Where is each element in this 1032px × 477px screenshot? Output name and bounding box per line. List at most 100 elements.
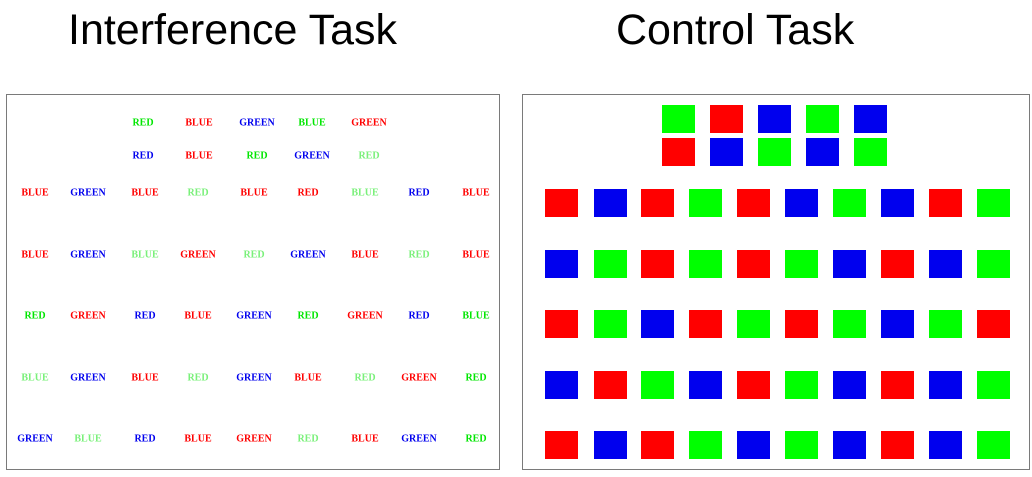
color-square-r5-c7: [881, 371, 914, 399]
stroop-word-r4-c1: GREEN: [70, 310, 106, 322]
color-square-r4-c3: [689, 310, 722, 338]
stroop-word-r3-c4: RED: [243, 249, 265, 261]
stroop-word-r4-c3: BLUE: [184, 310, 212, 322]
stroop-word-r3-c1: GREEN: [70, 249, 106, 261]
color-square-r3-c2: [641, 250, 674, 278]
color-square-r1-c3: [806, 138, 839, 166]
color-square-r0-c4: [854, 105, 887, 133]
color-square-r1-c0: [662, 138, 695, 166]
color-square-r5-c0: [545, 371, 578, 399]
color-square-r4-c2: [641, 310, 674, 338]
color-square-r3-c3: [689, 250, 722, 278]
color-square-r3-c6: [833, 250, 866, 278]
color-square-r5-c1: [594, 371, 627, 399]
color-square-r0-c1: [710, 105, 743, 133]
color-square-r2-c4: [737, 189, 770, 217]
stroop-word-r1-c3: GREEN: [294, 150, 330, 162]
stroop-word-r5-c1: GREEN: [70, 372, 106, 384]
color-square-r4-c8: [929, 310, 962, 338]
color-square-r3-c0: [545, 250, 578, 278]
color-square-r2-c3: [689, 189, 722, 217]
color-square-r5-c8: [929, 371, 962, 399]
interference-task-panel: RED BLUE GREEN BLUE GREEN RED BLUE RED GREEN RED B…: [6, 94, 500, 470]
color-square-r2-c2: [641, 189, 674, 217]
stroop-word-r1-c0: RED: [132, 150, 154, 162]
stroop-word-r2-c6: BLUE: [351, 187, 379, 199]
color-square-r1-c4: [854, 138, 887, 166]
stroop-word-r2-c8: BLUE: [462, 187, 490, 199]
stroop-word-r5-c3: RED: [187, 372, 209, 384]
color-square-r4-c9: [977, 310, 1010, 338]
stroop-word-r4-c5: RED: [297, 310, 319, 322]
color-square-r3-c7: [881, 250, 914, 278]
color-square-r6-c4: [737, 431, 770, 459]
stroop-word-r4-c4: GREEN: [236, 310, 272, 322]
color-square-r6-c8: [929, 431, 962, 459]
stroop-word-r6-c5: RED: [297, 433, 319, 445]
color-square-r4-c5: [785, 310, 818, 338]
color-square-r6-c6: [833, 431, 866, 459]
stroop-word-r1-c4: RED: [358, 150, 380, 162]
stroop-word-r4-c0: RED: [24, 310, 46, 322]
color-square-r2-c8: [929, 189, 962, 217]
stroop-word-r2-c7: RED: [408, 187, 430, 199]
color-square-r2-c1: [594, 189, 627, 217]
stroop-word-r3-c2: BLUE: [131, 249, 159, 261]
color-square-r6-c2: [641, 431, 674, 459]
color-square-r5-c5: [785, 371, 818, 399]
color-square-r2-c6: [833, 189, 866, 217]
stroop-word-r5-c8: RED: [465, 372, 487, 384]
stroop-word-r6-c8: RED: [465, 433, 487, 445]
stroop-word-r3-c7: RED: [408, 249, 430, 261]
color-square-r2-c0: [545, 189, 578, 217]
stroop-word-r6-c2: RED: [134, 433, 156, 445]
stroop-word-r5-c4: GREEN: [236, 372, 272, 384]
color-square-r4-c4: [737, 310, 770, 338]
stroop-word-r3-c6: BLUE: [351, 249, 379, 261]
stroop-word-r3-c0: BLUE: [21, 249, 49, 261]
color-square-r4-c7: [881, 310, 914, 338]
stroop-word-r6-c6: BLUE: [351, 433, 379, 445]
color-square-r6-c0: [545, 431, 578, 459]
color-square-r0-c2: [758, 105, 791, 133]
stroop-word-r0-c3: BLUE: [298, 117, 326, 129]
color-square-r5-c6: [833, 371, 866, 399]
interference-task-title: Interference Task: [68, 6, 398, 54]
stroop-word-r4-c2: RED: [134, 310, 156, 322]
stroop-word-r2-c4: BLUE: [240, 187, 268, 199]
color-square-r6-c5: [785, 431, 818, 459]
stroop-word-r3-c8: BLUE: [462, 249, 490, 261]
stroop-word-r3-c5: GREEN: [290, 249, 326, 261]
color-square-r6-c9: [977, 431, 1010, 459]
color-square-r6-c1: [594, 431, 627, 459]
stroop-word-r6-c4: GREEN: [236, 433, 272, 445]
control-task-panel: [522, 94, 1030, 470]
stroop-word-r5-c6: RED: [354, 372, 376, 384]
color-square-r5-c4: [737, 371, 770, 399]
color-square-r1-c2: [758, 138, 791, 166]
stroop-word-r5-c5: BLUE: [294, 372, 322, 384]
control-task-title: Control Task: [616, 6, 855, 54]
stroop-word-r2-c5: RED: [297, 187, 319, 199]
color-square-r1-c1: [710, 138, 743, 166]
stroop-word-r3-c3: GREEN: [180, 249, 216, 261]
color-square-r3-c4: [737, 250, 770, 278]
stroop-word-r5-c7: GREEN: [401, 372, 437, 384]
color-square-r4-c0: [545, 310, 578, 338]
color-square-r5-c3: [689, 371, 722, 399]
stroop-word-r1-c2: RED: [246, 150, 268, 162]
stroop-word-r2-c3: RED: [187, 187, 209, 199]
stroop-word-r4-c6: GREEN: [347, 310, 383, 322]
color-square-r4-c6: [833, 310, 866, 338]
color-square-r6-c7: [881, 431, 914, 459]
color-square-r3-c9: [977, 250, 1010, 278]
stroop-word-r0-c0: RED: [132, 117, 154, 129]
color-square-r2-c5: [785, 189, 818, 217]
color-square-r0-c3: [806, 105, 839, 133]
color-square-r0-c0: [662, 105, 695, 133]
stroop-word-r6-c0: GREEN: [17, 433, 53, 445]
stroop-word-r0-c2: GREEN: [239, 117, 275, 129]
color-square-r3-c5: [785, 250, 818, 278]
stroop-word-r0-c4: GREEN: [351, 117, 387, 129]
stroop-word-r1-c1: BLUE: [185, 150, 213, 162]
